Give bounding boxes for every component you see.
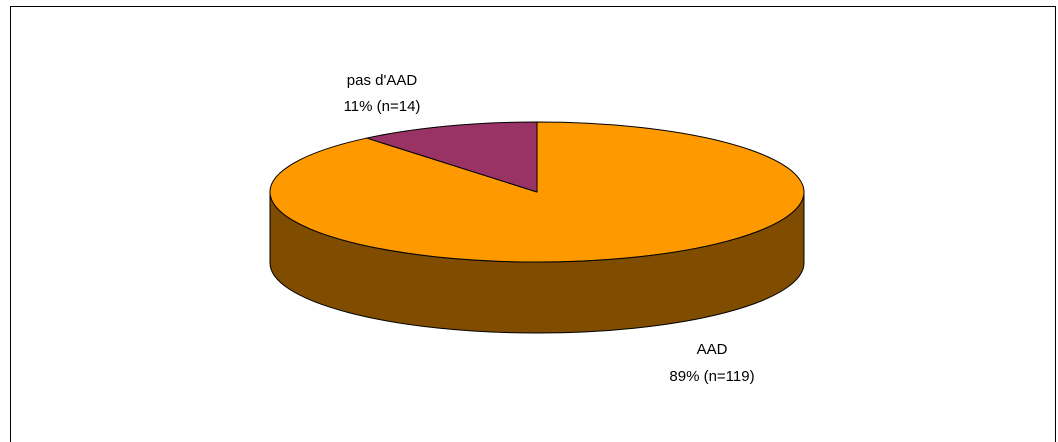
pie-labels: AAD 89% (n=119) pas d'AAD 11% (n=14) [344, 72, 755, 385]
pie-slice-pas-d-aad [366, 121, 538, 193]
slice-value-pas-d-aad: 11% (n=14) [344, 98, 421, 115]
slice-label-pas-d-aad: pas d'AAD [347, 72, 418, 89]
pie-top-faces [269, 121, 805, 263]
slice-value-aad: 89% (n=119) [669, 368, 754, 385]
pie-slice-aad [269, 121, 805, 263]
slice-label-aad: AAD [697, 341, 728, 358]
